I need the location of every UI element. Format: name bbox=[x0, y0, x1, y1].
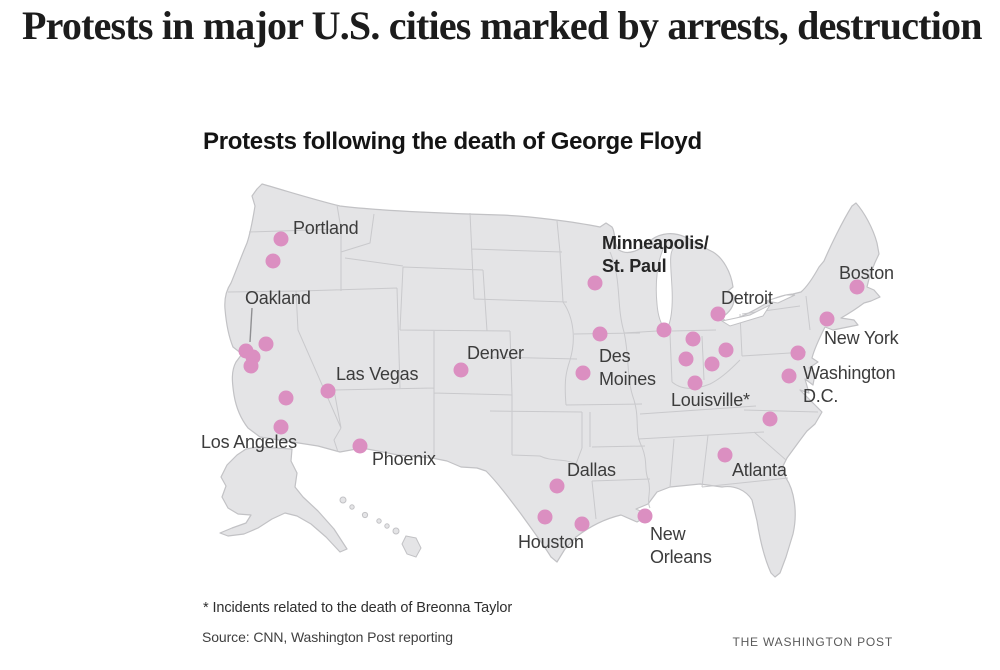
article-headline: Protests in major U.S. cities marked by … bbox=[22, 3, 982, 48]
protest-location-dot bbox=[537, 509, 553, 525]
map-source: Source: CNN, Washington Post reporting bbox=[202, 629, 453, 645]
protest-location-dot bbox=[265, 253, 281, 269]
hawaii bbox=[339, 496, 422, 558]
protest-location-dot bbox=[762, 411, 778, 427]
protest-location-dot bbox=[678, 351, 694, 367]
protest-location-dot bbox=[352, 438, 368, 454]
protest-location-dot bbox=[718, 342, 734, 358]
publisher-credit: THE WASHINGTON POST bbox=[732, 635, 893, 649]
map-title: Protests following the death of George F… bbox=[203, 128, 702, 155]
protest-location-dot bbox=[685, 331, 701, 347]
protest-location-dot bbox=[637, 508, 653, 524]
leader-line-oakland bbox=[249, 307, 253, 343]
protest-location-dot bbox=[243, 358, 259, 374]
protest-location-dot bbox=[717, 447, 733, 463]
alaska bbox=[219, 446, 348, 553]
protest-location-dot bbox=[575, 365, 591, 381]
protest-dots bbox=[238, 231, 865, 532]
us-landmass bbox=[224, 183, 881, 578]
protest-location-dot bbox=[592, 326, 608, 342]
state-borders bbox=[227, 204, 819, 520]
protest-location-dot bbox=[710, 306, 726, 322]
protest-location-dot bbox=[574, 516, 590, 532]
protest-location-dot bbox=[587, 275, 603, 291]
protest-location-dot bbox=[687, 375, 703, 391]
label-leader-lines bbox=[249, 307, 253, 343]
protest-location-dot bbox=[278, 390, 294, 406]
protest-location-dot bbox=[656, 322, 672, 338]
protest-location-dot bbox=[320, 383, 336, 399]
map-footnote: * Incidents related to the death of Breo… bbox=[203, 600, 513, 616]
protest-location-dot bbox=[704, 356, 720, 372]
protest-location-dot bbox=[849, 279, 865, 295]
protest-location-dot bbox=[258, 336, 274, 352]
protest-location-dot bbox=[549, 478, 565, 494]
protest-location-dot bbox=[273, 419, 289, 435]
protest-location-dot bbox=[819, 311, 835, 327]
protest-location-dot bbox=[790, 345, 806, 361]
protest-location-dot bbox=[453, 362, 469, 378]
protest-location-dot bbox=[273, 231, 289, 247]
protest-location-dot bbox=[781, 368, 797, 384]
